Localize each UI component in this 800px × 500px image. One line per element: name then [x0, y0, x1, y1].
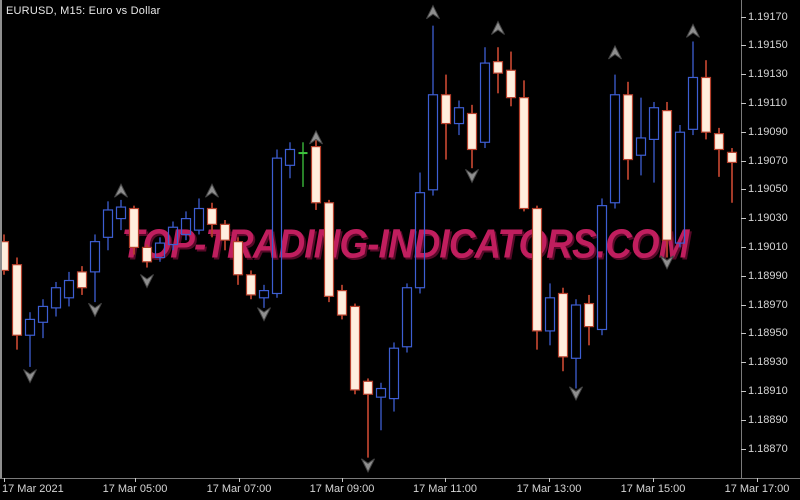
candle — [596, 198, 608, 336]
time-axis-label: 17 Mar 09:00 — [309, 483, 375, 495]
arrow-down-icon — [23, 369, 37, 384]
arrow-down-icon — [257, 307, 271, 322]
candle — [713, 127, 725, 177]
arrow-down-icon — [660, 255, 674, 270]
signal-arrows — [23, 4, 700, 473]
candle — [388, 342, 400, 412]
time-axis-separator — [0, 478, 800, 479]
time-axis-tick — [549, 478, 550, 482]
candle — [726, 148, 738, 203]
symbol-label: EURUSD, M15: Euro vs Dollar — [6, 5, 161, 17]
candle — [76, 266, 88, 295]
time-axis-tick — [135, 478, 136, 482]
candle — [284, 142, 296, 179]
candle — [427, 25, 439, 196]
time-axis[interactable]: 17 Mar 2021 17 Mar 05:00 17 Mar 07:00 17 Ma… — [0, 478, 800, 500]
candle — [206, 202, 218, 238]
time-axis-tick — [239, 478, 240, 482]
candle — [674, 125, 686, 248]
time-axis-tick — [757, 478, 758, 482]
arrow-up-icon — [686, 23, 700, 38]
candle — [492, 47, 504, 94]
candle — [0, 234, 10, 275]
candle — [50, 281, 62, 317]
arrow-up-icon — [426, 4, 440, 20]
candle — [167, 221, 179, 251]
candle — [531, 205, 543, 350]
arrow-up-icon — [491, 20, 505, 35]
candle — [557, 287, 569, 372]
candle — [362, 378, 374, 458]
candle — [583, 294, 595, 346]
time-axis-tick — [445, 478, 446, 482]
watermark: TOP-TRADING-INDICATORS.COM — [121, 220, 690, 267]
arrow-up-icon — [309, 129, 323, 145]
candle — [323, 199, 335, 303]
candle — [414, 172, 426, 294]
time-axis-label: 17 Mar 17:00 — [724, 483, 790, 495]
candle — [518, 80, 530, 212]
arrow-up-icon — [205, 183, 219, 198]
candle — [440, 74, 452, 160]
candle — [11, 257, 23, 350]
candle — [310, 139, 322, 210]
candle — [661, 101, 673, 258]
time-axis-label: 17 Mar 05:00 — [102, 483, 168, 495]
candle — [232, 237, 244, 285]
candles — [0, 25, 738, 458]
candle — [570, 299, 582, 389]
candle — [154, 237, 166, 262]
candle — [63, 271, 75, 307]
time-axis-tick — [4, 478, 5, 482]
candle — [648, 101, 660, 183]
arrow-down-icon — [465, 168, 479, 184]
candle — [336, 284, 348, 320]
candle — [180, 211, 192, 241]
candle — [24, 312, 36, 367]
candle — [102, 201, 114, 251]
candle — [37, 299, 49, 339]
arrow-down-icon — [569, 386, 583, 401]
time-axis-tick — [653, 478, 654, 482]
arrow-down-icon — [88, 302, 102, 318]
doji-marker — [298, 142, 308, 187]
time-axis-label: 17 Mar 07:00 — [206, 483, 272, 495]
candle — [635, 97, 647, 176]
candle — [544, 283, 556, 346]
candle — [687, 41, 699, 136]
candle — [622, 81, 634, 180]
time-axis-label: 17 Mar 15:00 — [620, 483, 686, 495]
time-axis-tick — [342, 478, 343, 482]
candle — [271, 149, 283, 298]
candle — [349, 303, 361, 395]
candle — [219, 220, 231, 251]
candle — [609, 74, 621, 209]
candle — [700, 60, 712, 140]
window-left-border — [0, 0, 2, 478]
candle — [128, 205, 140, 255]
arrow-down-icon — [140, 274, 154, 289]
candle — [89, 234, 101, 303]
arrow-up-icon — [114, 183, 128, 198]
candle — [479, 47, 491, 149]
time-axis-label: 17 Mar 13:00 — [516, 483, 582, 495]
candle — [245, 270, 257, 300]
candle — [258, 284, 270, 308]
candle — [375, 382, 387, 431]
candle — [466, 104, 478, 169]
candle — [505, 51, 517, 107]
candle — [193, 198, 205, 235]
candle — [401, 283, 413, 353]
price-axis-separator — [741, 0, 742, 478]
arrow-up-icon — [608, 44, 622, 60]
candle — [453, 100, 465, 136]
time-axis-label: 17 Mar 2021 — [2, 483, 64, 495]
candle — [115, 199, 127, 231]
arrow-down-icon — [361, 458, 375, 473]
time-axis-label: 17 Mar 11:00 — [412, 483, 478, 495]
candle — [141, 244, 153, 268]
